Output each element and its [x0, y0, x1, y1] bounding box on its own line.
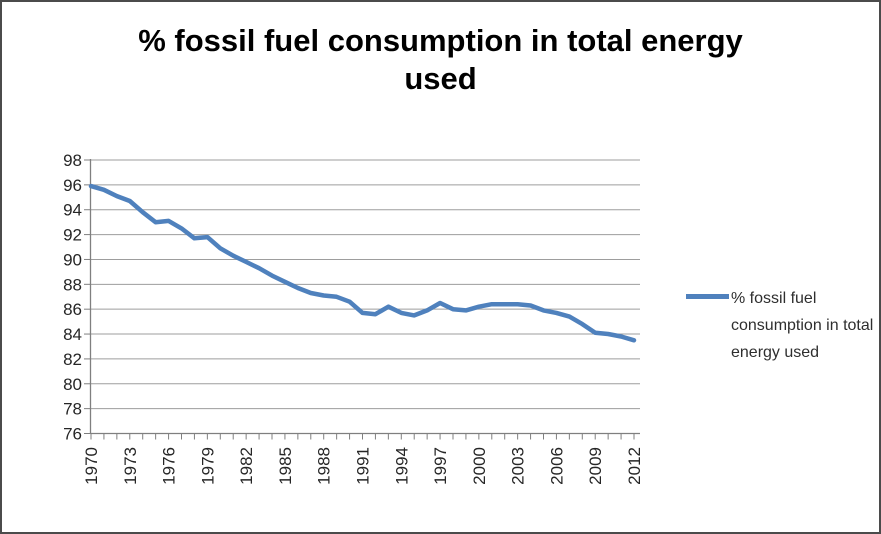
x-tick-label: 1976 — [160, 447, 179, 485]
x-tick-label: 1982 — [237, 447, 256, 485]
y-tick-label: 92 — [63, 226, 82, 245]
x-tick-label: 1988 — [315, 447, 334, 485]
chart-title[interactable]: % fossil fuel consumption in total energ… — [2, 22, 879, 98]
chart-title-line-2: used — [404, 61, 477, 96]
y-tick-label: 76 — [63, 425, 82, 444]
x-tick-label: 1994 — [392, 447, 411, 485]
x-tick-label: 1991 — [354, 447, 373, 485]
x-tick-label: 2006 — [547, 447, 566, 485]
y-tick-label: 88 — [63, 275, 82, 294]
y-tick-label: 90 — [63, 250, 82, 269]
x-tick-label: 2003 — [509, 447, 528, 485]
y-tick-label: 78 — [63, 400, 82, 419]
y-tick-label: 84 — [63, 325, 82, 344]
legend[interactable]: % fossil fuel consumption in total energ… — [686, 285, 879, 366]
legend-label: % fossil fuel consumption in total energ… — [731, 290, 874, 361]
x-tick-label: 2012 — [625, 447, 644, 485]
y-tick-label: 86 — [63, 300, 82, 319]
x-tick-label: 1985 — [276, 447, 295, 485]
x-tick-label: 1970 — [82, 447, 101, 485]
y-tick-label: 82 — [63, 350, 82, 369]
x-tick-label: 1997 — [431, 447, 450, 485]
x-tick-label: 2000 — [470, 447, 489, 485]
legend-line-swatch — [686, 294, 729, 299]
data-series-line[interactable] — [88, 183, 637, 343]
y-tick-label: 98 — [63, 151, 82, 170]
x-tick-label: 1973 — [121, 447, 140, 485]
y-tick-label: 96 — [63, 176, 82, 195]
x-tick-label: 2009 — [586, 447, 605, 485]
y-tick-label: 80 — [63, 375, 82, 394]
y-tick-label: 94 — [63, 201, 82, 220]
x-tick-label: 1979 — [198, 447, 217, 485]
chart-title-line-1: % fossil fuel consumption in total energ… — [138, 23, 743, 58]
